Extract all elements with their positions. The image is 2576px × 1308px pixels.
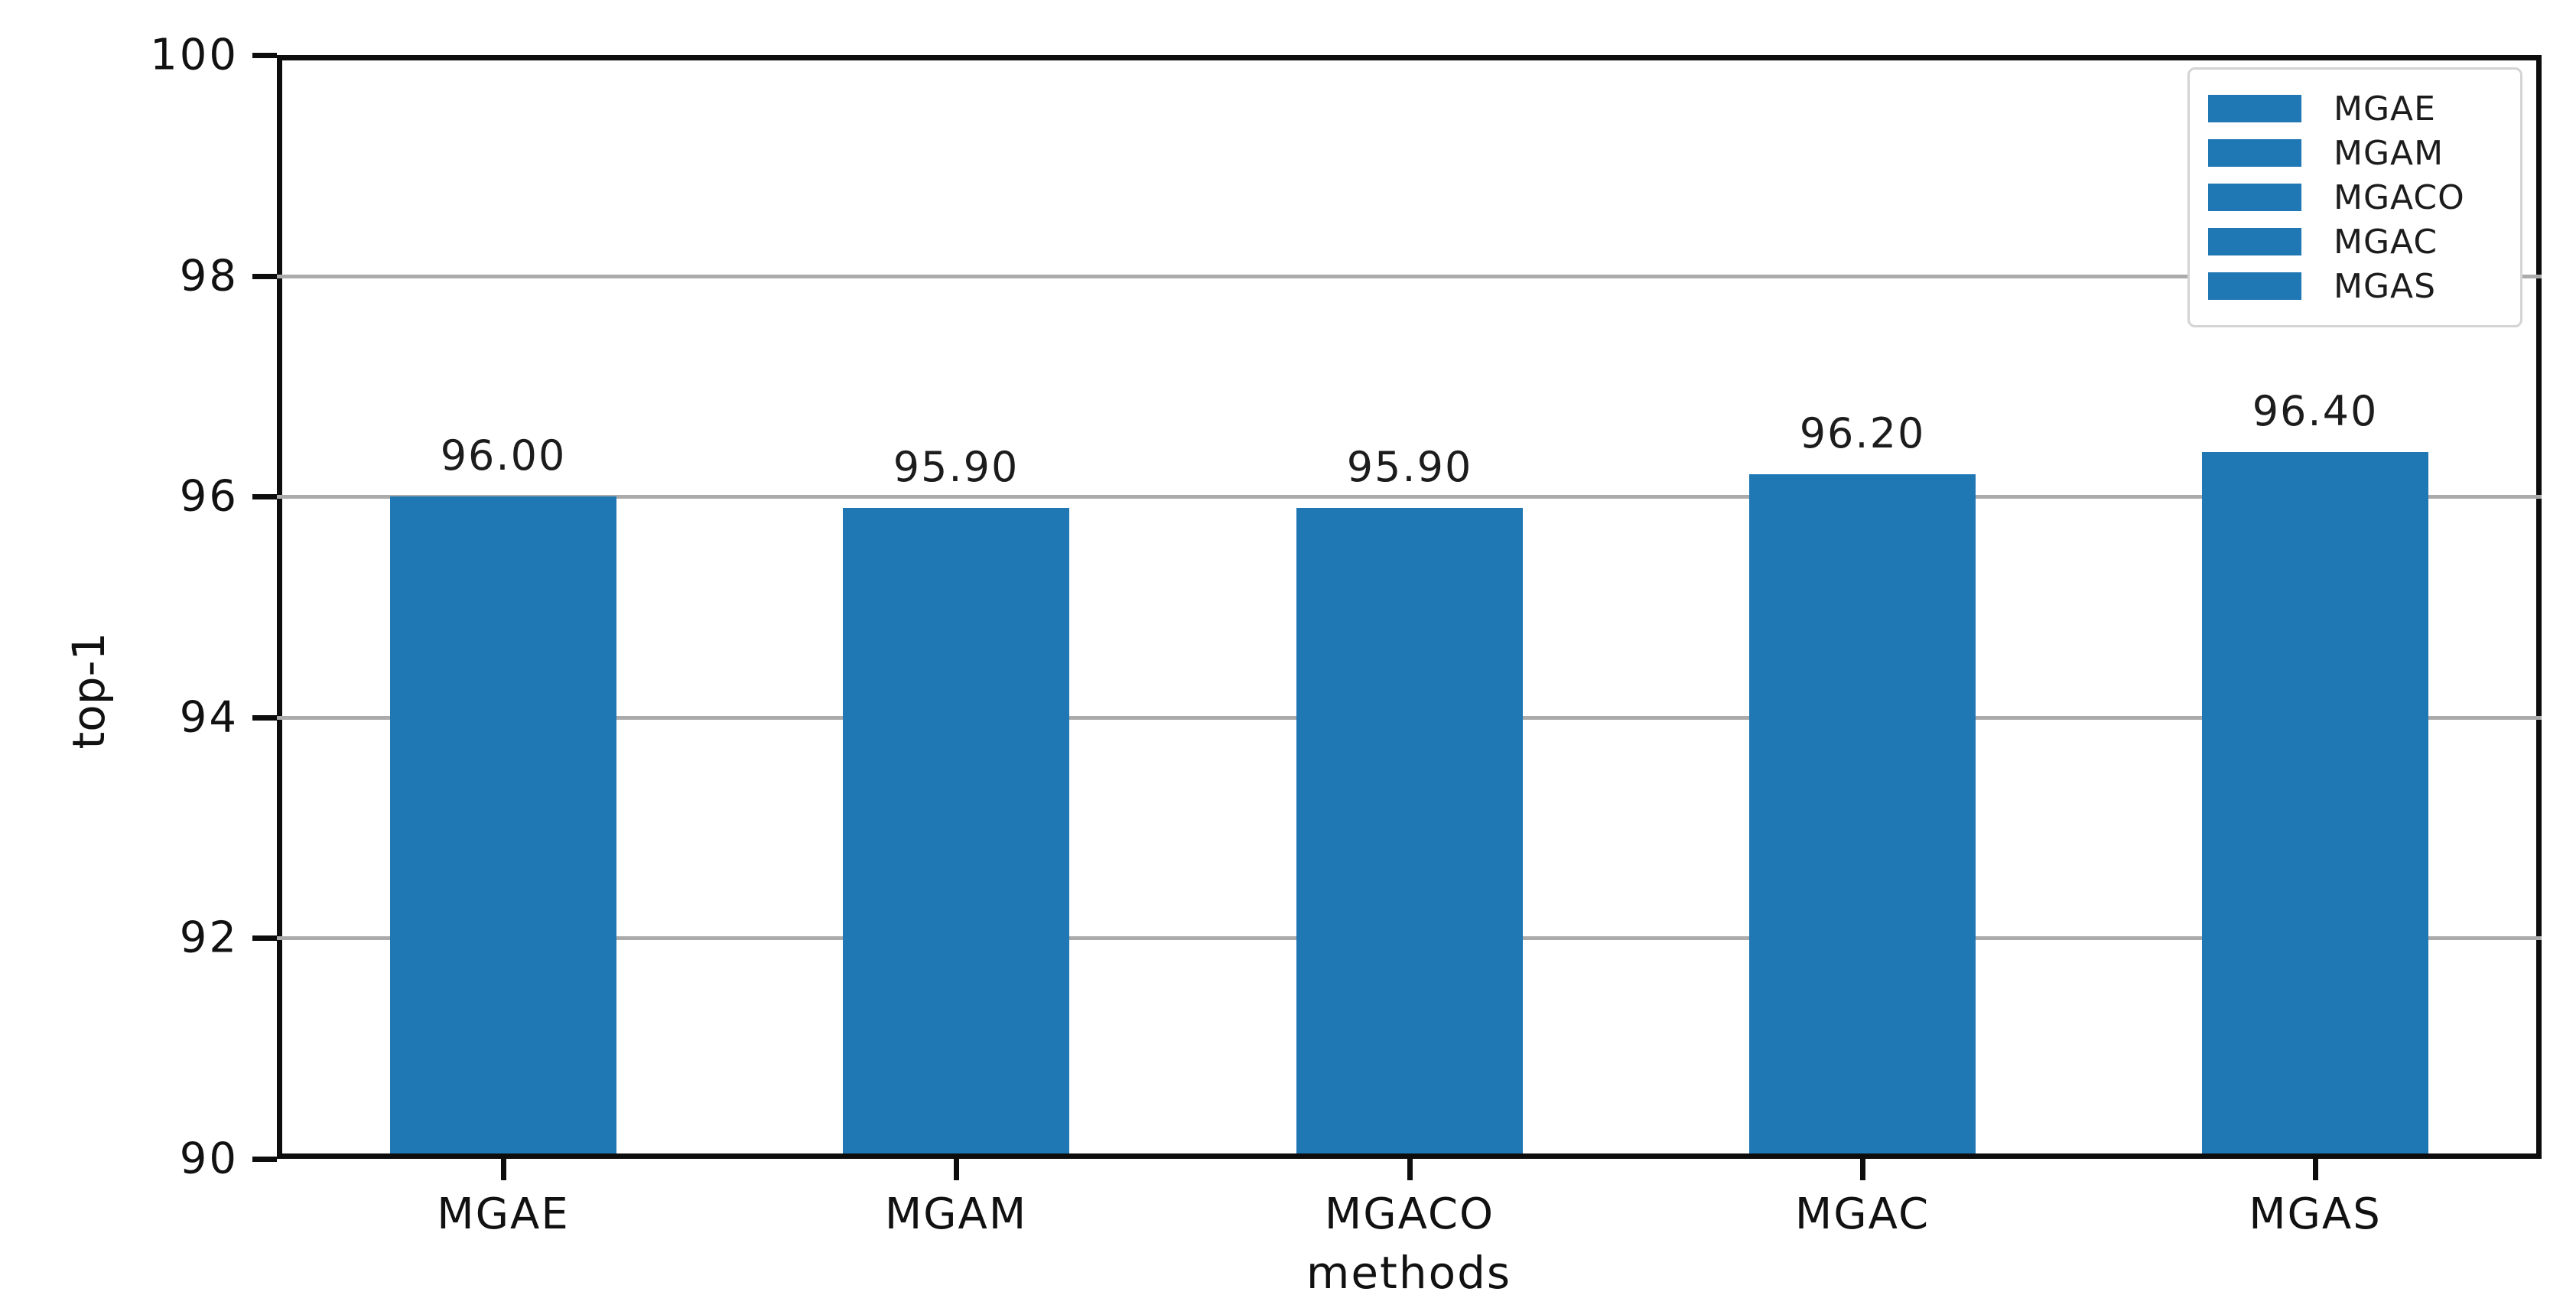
legend-item-MGAS: MGAS: [2208, 264, 2500, 308]
legend-swatch: [2208, 272, 2301, 300]
bar-value-label: 96.40: [2252, 387, 2379, 435]
legend-swatch: [2208, 95, 2301, 122]
legend-item-MGAC: MGAC: [2208, 220, 2500, 264]
y-tick-mark: [252, 53, 277, 58]
y-tick-label: 100: [150, 30, 239, 80]
bar-value-label: 95.90: [1346, 443, 1473, 491]
bar-MGAE: [390, 496, 616, 1153]
x-tick-mark: [954, 1159, 959, 1180]
legend: MGAE MGAM MGACO MGAC MGAS: [2187, 67, 2522, 327]
x-tick-label-MGAM: MGAM: [884, 1189, 1028, 1239]
x-tick-label-MGAS: MGAS: [2249, 1189, 2382, 1239]
legend-label: MGAS: [2334, 266, 2437, 306]
bar-MGACO: [1296, 508, 1523, 1153]
x-axis-label: methods: [1306, 1247, 1512, 1299]
legend-swatch: [2208, 228, 2301, 255]
bar-MGAM: [843, 508, 1069, 1153]
legend-label: MGAE: [2334, 89, 2436, 129]
y-tick-mark: [252, 1157, 277, 1162]
x-tick-mark: [501, 1159, 506, 1180]
legend-item-MGAM: MGAM: [2208, 131, 2500, 175]
legend-item-MGACO: MGACO: [2208, 175, 2500, 220]
legend-label: MGAM: [2334, 133, 2444, 173]
y-tick-mark: [252, 715, 277, 721]
legend-label: MGACO: [2334, 177, 2465, 217]
y-tick-label: 98: [179, 251, 239, 301]
legend-swatch: [2208, 139, 2301, 167]
x-tick-label-MGAC: MGAC: [1794, 1189, 1930, 1239]
bar-MGAS: [2202, 452, 2428, 1153]
legend-swatch: [2208, 184, 2301, 211]
y-tick-label: 94: [179, 692, 239, 743]
y-tick-mark: [252, 935, 277, 941]
y-tick-label: 90: [179, 1134, 239, 1184]
gridline: [277, 495, 2542, 499]
y-axis-label: top-1: [63, 632, 115, 750]
legend-item-MGAE: MGAE: [2208, 86, 2500, 131]
gridline: [277, 275, 2542, 278]
x-tick-mark: [2313, 1159, 2318, 1180]
y-tick-mark: [252, 494, 277, 499]
legend-label: MGAC: [2334, 222, 2438, 262]
y-tick-label: 96: [179, 471, 239, 522]
y-tick-label: 92: [179, 913, 239, 963]
x-tick-mark: [1407, 1159, 1413, 1180]
bar-MGAC: [1749, 474, 1976, 1153]
bar-value-label: 95.90: [893, 443, 1020, 491]
x-tick-label-MGACO: MGACO: [1324, 1189, 1495, 1239]
y-tick-mark: [252, 274, 277, 279]
bar-value-label: 96.20: [1799, 409, 1926, 457]
x-tick-label-MGAE: MGAE: [437, 1189, 570, 1239]
bar-value-label: 96.00: [440, 431, 567, 480]
x-tick-mark: [1860, 1159, 1865, 1180]
